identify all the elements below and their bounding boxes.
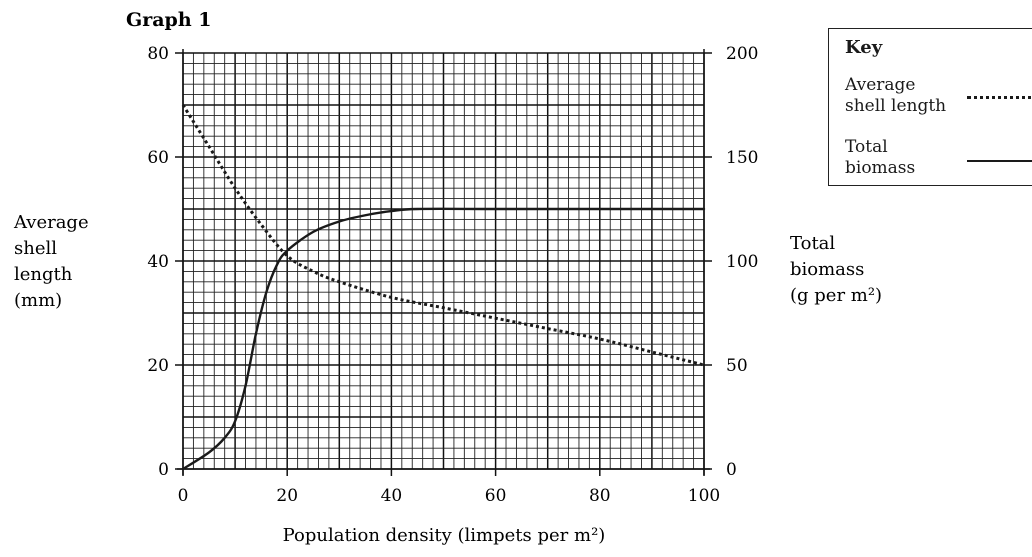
chart-series [181, 104, 706, 471]
y-right-axis-label-line: (g per m²) [790, 285, 882, 306]
graph-title: Graph 1 [126, 9, 211, 31]
x-tick-label: 40 [381, 486, 403, 506]
x-tick-label: 20 [276, 486, 298, 506]
chart-legend: Key Average shell length Total biomass [828, 28, 1032, 186]
y-right-axis-label-line: biomass [790, 259, 864, 280]
y-left-tick-label: 40 [147, 252, 169, 272]
axis-labels: Population density (limpets per m²) Aver… [13, 212, 882, 546]
y-right-axis-label-line: Total [790, 233, 835, 254]
y-left-tick-label: 20 [147, 356, 169, 376]
y-left-tick-label: 80 [147, 44, 169, 64]
legend-swatch-dotted [967, 96, 1032, 99]
x-tick-label: 0 [178, 486, 189, 506]
legend-swatch-solid [967, 160, 1032, 162]
legend-title: Key [845, 37, 883, 58]
x-tick-label: 60 [485, 486, 507, 506]
y-left-tick-label: 60 [147, 148, 169, 168]
legend-label-line: Average [845, 75, 916, 95]
series-line-shell-length [181, 104, 705, 367]
x-tick-label: 100 [688, 486, 720, 506]
legend-label-shell-length: Average shell length [845, 75, 946, 117]
legend-label-line: shell length [845, 96, 947, 116]
y-left-axis-label-line: length [14, 264, 73, 285]
legend-label-line: biomass [845, 158, 916, 178]
chart-grid [177, 49, 710, 475]
y-right-tick-label: 0 [726, 460, 737, 480]
y-right-tick-label: 50 [726, 356, 748, 376]
legend-label-line: Total [845, 137, 888, 157]
series-line-total-biomass [181, 207, 706, 471]
legend-label-biomass: Total biomass [845, 137, 915, 179]
x-tick-label: 80 [589, 486, 611, 506]
chart-ticks: 0 20 40 60 80 100 0 20 40 60 80 0 50 100 150 200 [147, 44, 758, 506]
x-axis-label: Population density (limpets per m²) [283, 525, 606, 546]
y-right-tick-label: 100 [726, 252, 758, 272]
y-right-tick-label: 150 [726, 148, 758, 168]
y-left-axis-label-line: (mm) [14, 290, 62, 311]
y-left-tick-label: 0 [158, 460, 169, 480]
y-left-axis-label-line: shell [14, 238, 57, 259]
y-left-axis-label-line: Average [13, 212, 89, 233]
y-right-tick-label: 200 [726, 44, 758, 64]
